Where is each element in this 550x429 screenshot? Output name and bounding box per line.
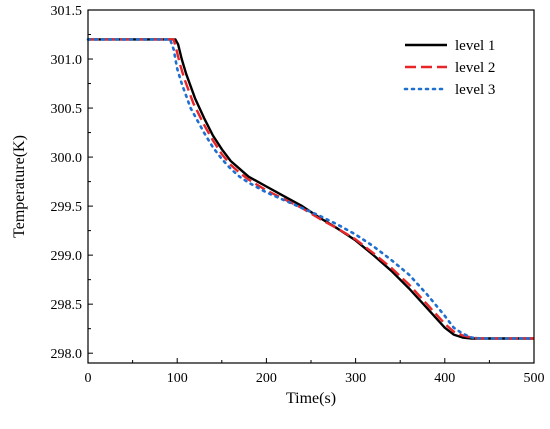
series-line (88, 38, 534, 340)
y-tick-label: 301.5 (51, 4, 83, 19)
y-axis-ticks: 298.0 298.5 299.0 299.5 300.0 300.5 301.0 301.5 (51, 4, 93, 362)
series-line (86, 38, 536, 340)
legend-label: level 3 (455, 82, 495, 98)
y-tick-label: 299.0 (51, 249, 83, 264)
y-tick-label: 301.0 (51, 53, 83, 68)
series-layer (86, 38, 536, 340)
x-axis-title: Time(s) (286, 390, 336, 407)
x-tick-label: 0 (85, 371, 92, 386)
y-axis-title: Temperature(K) (11, 135, 28, 238)
x-tick-label: 300 (345, 371, 366, 386)
series-line (88, 38, 534, 340)
x-tick-label: 500 (524, 371, 545, 386)
y-tick-label: 299.5 (51, 200, 83, 215)
y-tick-label: 300.0 (51, 151, 83, 166)
x-tick-label: 100 (167, 371, 188, 386)
x-axis-ticks: 0 100 200 300 400 500 (85, 358, 545, 386)
legend-label: level 2 (455, 60, 495, 76)
y-tick-label: 298.0 (51, 347, 83, 362)
legend-label: level 1 (455, 38, 495, 54)
x-tick-label: 400 (434, 371, 455, 386)
y-tick-label: 300.5 (51, 102, 83, 117)
y-tick-label: 298.5 (51, 298, 83, 313)
x-tick-label: 200 (256, 371, 277, 386)
legend: level 1 level 2 level 3 (403, 38, 495, 98)
